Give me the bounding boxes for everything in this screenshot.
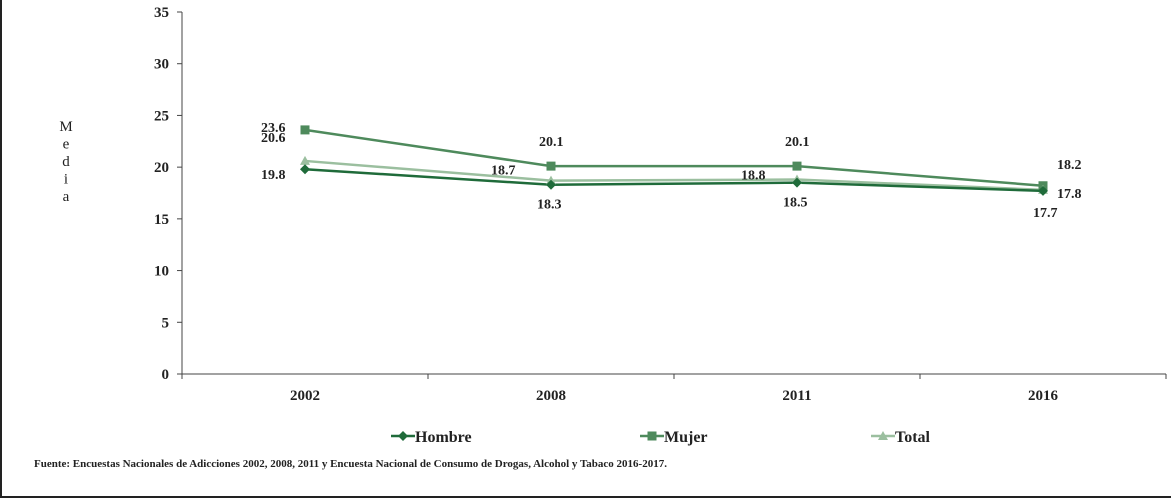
source-footnote: Fuente: Encuestas Nacionales de Adiccion… (34, 458, 667, 470)
y-tick-label: 30 (154, 57, 169, 73)
data-point-hombre (546, 179, 556, 190)
data-point-hombre (1038, 185, 1048, 196)
data-label-mujer: 18.2 (1057, 158, 1082, 173)
data-label-mujer: 20.1 (539, 135, 564, 150)
legend-marker-mujer (647, 431, 657, 441)
legend-label-mujer: Mujer (664, 429, 708, 446)
y-axis-label-char: i (64, 172, 68, 188)
data-label-mujer: 23.6 (261, 121, 286, 136)
y-axis-label-char: a (63, 189, 70, 205)
data-label-hombre: 17.7 (1033, 206, 1058, 221)
data-point-hombre (300, 164, 310, 175)
x-tick-label: 2011 (782, 388, 811, 404)
y-tick-label: 15 (154, 212, 169, 228)
x-tick-label: 2002 (290, 388, 320, 404)
data-label-mujer: 20.1 (785, 135, 810, 150)
y-tick-label: 5 (162, 315, 170, 331)
x-tick-label: 2008 (536, 388, 566, 404)
legend-marker-hombre (398, 431, 408, 441)
data-label-total: 18.7 (491, 164, 516, 179)
data-label-total: 20.6 (261, 131, 286, 146)
series-line-mujer (304, 128, 1044, 188)
legend-label-total: Total (895, 429, 931, 446)
y-axis-label-char: M (59, 119, 72, 135)
data-label-hombre: 19.8 (261, 168, 286, 183)
x-tick-label: 2016 (1028, 388, 1059, 404)
data-point-mujer (792, 161, 802, 171)
legend-label-hombre: Hombre (415, 429, 472, 446)
data-label-hombre: 18.5 (783, 196, 808, 211)
series-line-total (304, 159, 1044, 192)
data-label-total: 18.8 (741, 169, 766, 184)
y-tick-label: 35 (154, 5, 169, 21)
data-point-mujer (546, 161, 556, 171)
y-axis-label-char: e (63, 137, 70, 153)
series-line-hombre (304, 167, 1044, 193)
data-point-hombre (792, 177, 802, 188)
y-tick-label: 20 (154, 160, 169, 176)
data-label-total: 17.8 (1057, 187, 1082, 202)
data-point-mujer (300, 125, 310, 135)
y-axis-label-char: d (62, 154, 70, 170)
y-tick-label: 0 (162, 367, 170, 383)
y-tick-label: 25 (154, 108, 169, 124)
y-tick-label: 10 (154, 264, 169, 280)
legend-marker-total (878, 431, 888, 440)
data-point-total (300, 155, 310, 165)
data-label-hombre: 18.3 (537, 198, 562, 213)
